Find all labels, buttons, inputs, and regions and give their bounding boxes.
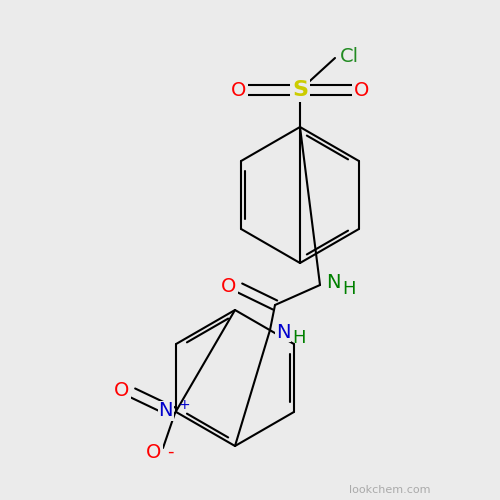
Text: O: O xyxy=(354,80,370,100)
Text: H: H xyxy=(292,329,306,347)
Text: N: N xyxy=(276,322,290,342)
Text: O: O xyxy=(230,80,246,100)
Text: N: N xyxy=(326,274,340,292)
Text: Cl: Cl xyxy=(340,46,359,66)
Text: -: - xyxy=(167,443,173,461)
Text: O: O xyxy=(146,442,161,462)
Text: lookchem.com: lookchem.com xyxy=(349,485,431,495)
Text: S: S xyxy=(292,80,308,100)
Text: N: N xyxy=(158,402,173,420)
Text: O: O xyxy=(220,276,236,295)
Text: H: H xyxy=(342,280,355,298)
Text: +: + xyxy=(179,398,190,412)
Text: O: O xyxy=(114,382,129,400)
